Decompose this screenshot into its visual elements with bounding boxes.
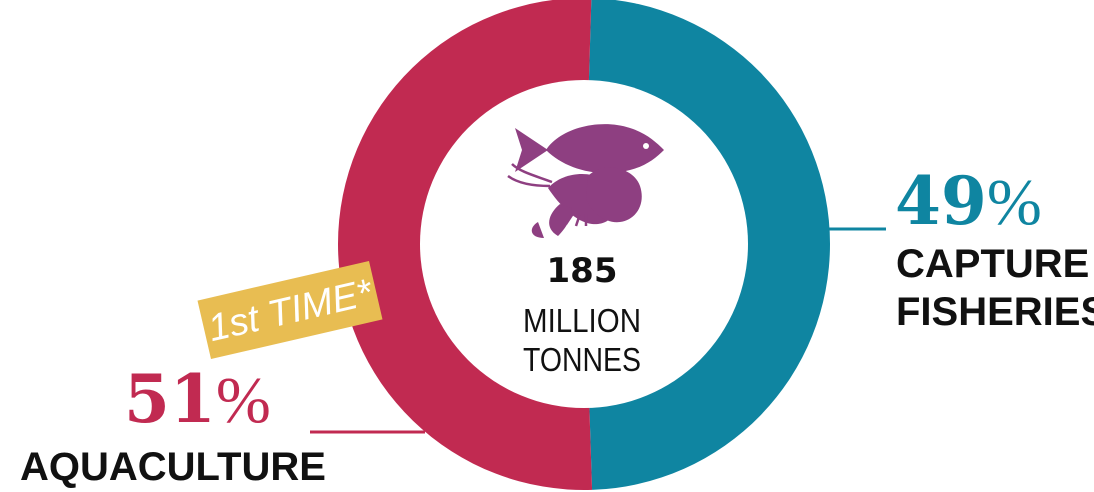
capture-label-line1: CAPTURE: [896, 242, 1089, 286]
aquaculture-percent: 51%: [124, 360, 271, 438]
capture-percent: 49%: [895, 162, 1042, 240]
aquaculture-percent-sign: %: [216, 364, 271, 437]
aquaculture-label: AQUACULTURE: [20, 445, 326, 489]
capture-label-line2: FISHERIES: [896, 290, 1094, 334]
capture-percent-sign: %: [987, 166, 1042, 239]
first-time-badge: 1st TIME*: [198, 261, 383, 359]
center-value: 185: [547, 251, 618, 291]
aquaculture-percent-value: 51: [124, 360, 216, 438]
center-unit-line1: MILLION: [523, 302, 641, 339]
capture-percent-value: 49: [895, 162, 987, 240]
center-unit-line2: TONNES: [523, 341, 641, 378]
